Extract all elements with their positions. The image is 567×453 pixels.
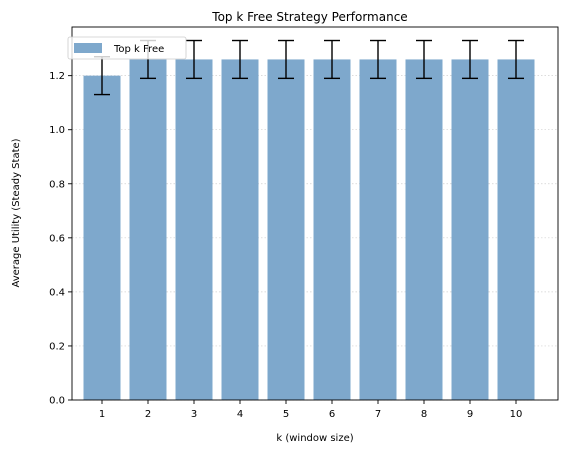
x-tick-label: 10 bbox=[510, 409, 523, 420]
plot-frame bbox=[71, 26, 559, 401]
x-tick-label: 2 bbox=[145, 409, 151, 420]
y-axis-ticks: 0.0 0.2 0.4 0.6 0.8 1.0 1.2 bbox=[49, 71, 72, 407]
chart-title: Top k Free Strategy Performance bbox=[211, 10, 407, 24]
x-tick-label: 8 bbox=[421, 409, 427, 420]
y-tick-label: 0.6 bbox=[49, 233, 65, 244]
bar bbox=[221, 59, 259, 400]
y-tick-label: 0.4 bbox=[49, 287, 65, 298]
y-tick-label: 0.8 bbox=[49, 179, 65, 190]
bar bbox=[267, 59, 305, 400]
x-tick-label: 6 bbox=[329, 409, 335, 420]
y-tick-label: 1.0 bbox=[49, 125, 65, 136]
x-tick-label: 3 bbox=[191, 409, 197, 420]
bars bbox=[83, 59, 535, 401]
y-tick-label: 0.0 bbox=[49, 396, 65, 407]
x-tick-label: 5 bbox=[283, 409, 289, 420]
bar bbox=[175, 59, 213, 400]
x-axis-label: k (window size) bbox=[276, 433, 353, 444]
bar bbox=[313, 59, 351, 400]
y-axis-label: Average Utility (Steady State) bbox=[11, 138, 22, 287]
bar bbox=[359, 59, 397, 400]
legend-label: Top k Free bbox=[113, 44, 164, 55]
legend-box bbox=[67, 36, 187, 60]
bar bbox=[497, 59, 535, 400]
y-tick-label: 0.2 bbox=[49, 341, 65, 352]
bar bbox=[451, 59, 489, 400]
x-tick-label: 4 bbox=[237, 409, 243, 420]
legend: Top k Free bbox=[67, 36, 187, 60]
x-tick-label: 7 bbox=[375, 409, 381, 420]
error-bars bbox=[94, 39, 524, 96]
y-tick-label: 1.2 bbox=[49, 71, 65, 82]
x-axis-ticks: 1 2 3 4 5 6 7 8 9 10 bbox=[99, 400, 523, 420]
bar bbox=[129, 59, 167, 400]
x-tick-label: 1 bbox=[99, 409, 105, 420]
x-tick-label: 9 bbox=[467, 409, 473, 420]
legend-swatch bbox=[74, 43, 102, 53]
bar bbox=[83, 75, 121, 401]
bar bbox=[405, 59, 443, 400]
